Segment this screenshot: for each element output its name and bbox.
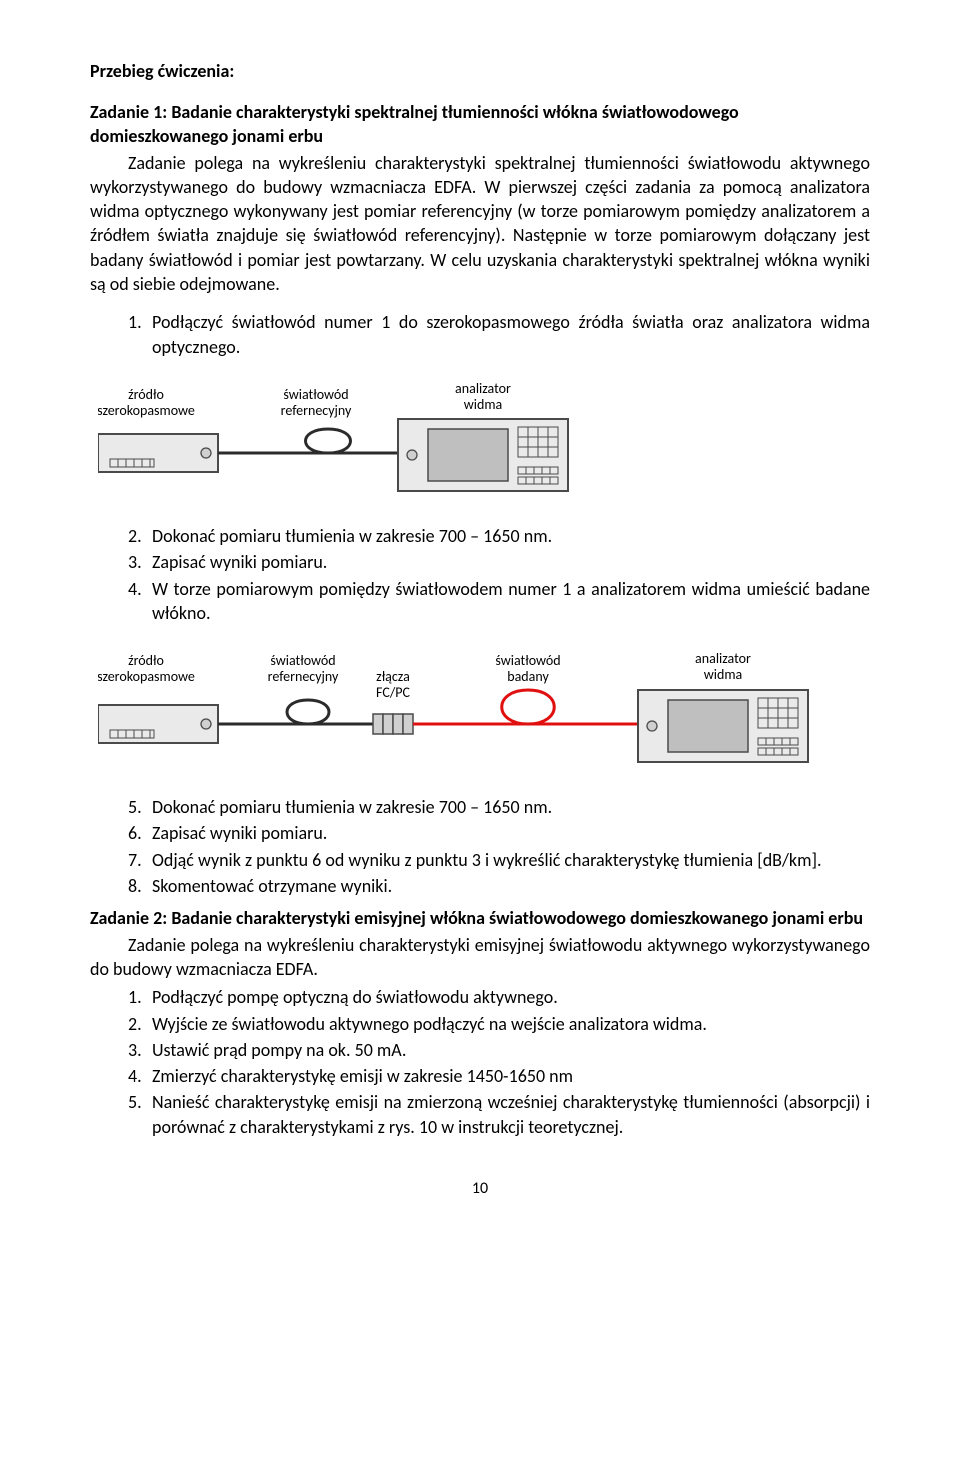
list-item: 6. Zapisać wyniki pomiaru. bbox=[128, 821, 870, 845]
diagram-label: szerokopasmowe bbox=[98, 402, 195, 419]
list-number: 4. bbox=[128, 577, 152, 626]
list-number: 2. bbox=[128, 1012, 152, 1036]
diagram-label: refernecyjny bbox=[268, 668, 339, 685]
diagram-label: szerokopasmowe bbox=[98, 668, 195, 685]
list-number: 1. bbox=[128, 310, 152, 359]
diagram-1-svg: źródło szerokopasmowe światłowód referne… bbox=[98, 379, 608, 499]
list-text: Wyjście ze światłowodu aktywnego podłącz… bbox=[152, 1012, 870, 1036]
diagram-label: widma bbox=[704, 666, 742, 683]
list-text: Dokonać pomiaru tłumienia w zakresie 700… bbox=[152, 524, 870, 548]
diagram-2: źródło szerokopasmowe światłowód referne… bbox=[98, 645, 870, 775]
list-text: Skomentować otrzymane wyniki. bbox=[152, 874, 870, 898]
diagram-label: światłowód bbox=[495, 652, 560, 669]
task2-intro: Zadanie polega na wykreśleniu charaktery… bbox=[90, 933, 870, 982]
task2-steps: 1. Podłączyć pompę optyczną do światłowo… bbox=[90, 985, 870, 1139]
list-number: 4. bbox=[128, 1064, 152, 1088]
diagram-1: źródło szerokopasmowe światłowód referne… bbox=[98, 379, 870, 504]
list-text: Zapisać wyniki pomiaru. bbox=[152, 821, 870, 845]
task1-heading: Zadanie 1: Badanie charakterystyki spekt… bbox=[90, 100, 870, 149]
list-number: 6. bbox=[128, 821, 152, 845]
list-text: W torze pomiarowym pomiędzy światłowodem… bbox=[152, 577, 870, 626]
list-text: Zmierzyć charakterystykę emisji w zakres… bbox=[152, 1064, 870, 1088]
page: Przebieg ćwiczenia: Zadanie 1: Badanie c… bbox=[0, 0, 960, 1238]
list-item: 8. Skomentować otrzymane wyniki. bbox=[128, 874, 870, 898]
list-number: 3. bbox=[128, 1038, 152, 1062]
list-item: 1. Podłączyć pompę optyczną do światłowo… bbox=[128, 985, 870, 1009]
list-text: Zapisać wyniki pomiaru. bbox=[152, 550, 870, 574]
diagram-label: refernecyjny bbox=[281, 402, 352, 419]
task2-heading: Zadanie 2: Badanie charakterystyki emisy… bbox=[90, 906, 870, 930]
task1-steps-2-4: 2. Dokonać pomiaru tłumienia w zakresie … bbox=[90, 524, 870, 625]
list-item: 2. Wyjście ze światłowodu aktywnego podł… bbox=[128, 1012, 870, 1036]
diagram-label: FC/PC bbox=[376, 684, 410, 701]
list-text: Ustawić prąd pompy na ok. 50 mA. bbox=[152, 1038, 870, 1062]
diagram-label: widma bbox=[464, 396, 502, 413]
list-item: 5. Dokonać pomiaru tłumienia w zakresie … bbox=[128, 795, 870, 819]
diagram-label: źródło bbox=[128, 652, 164, 669]
list-number: 8. bbox=[128, 874, 152, 898]
diagram-label: analizator bbox=[695, 650, 751, 667]
list-number: 5. bbox=[128, 795, 152, 819]
list-item: 5. Nanieść charakterystykę emisji na zmi… bbox=[128, 1090, 870, 1139]
diagram-label: światłowód bbox=[270, 652, 335, 669]
diagram-2-svg: źródło szerokopasmowe światłowód referne… bbox=[98, 645, 838, 770]
list-item: 2. Dokonać pomiaru tłumienia w zakresie … bbox=[128, 524, 870, 548]
list-item: 3. Zapisać wyniki pomiaru. bbox=[128, 550, 870, 574]
diagram-label: badany bbox=[507, 668, 549, 685]
diagram-label: złącza bbox=[376, 668, 410, 685]
list-number: 5. bbox=[128, 1090, 152, 1139]
diagram-label: źródło bbox=[128, 386, 164, 403]
list-item: 1. Podłączyć światłowód numer 1 do szero… bbox=[128, 310, 870, 359]
list-text: Odjąć wynik z punktu 6 od wyniku z punkt… bbox=[152, 848, 870, 872]
diagram-label: analizator bbox=[455, 380, 511, 397]
list-text: Podłączyć pompę optyczną do światłowodu … bbox=[152, 985, 870, 1009]
section-heading: Przebieg ćwiczenia: bbox=[90, 60, 870, 82]
list-item: 7. Odjąć wynik z punktu 6 od wyniku z pu… bbox=[128, 848, 870, 872]
task1-step-1: 1. Podłączyć światłowód numer 1 do szero… bbox=[90, 310, 870, 359]
list-number: 1. bbox=[128, 985, 152, 1009]
list-item: 3. Ustawić prąd pompy na ok. 50 mA. bbox=[128, 1038, 870, 1062]
list-number: 2. bbox=[128, 524, 152, 548]
diagram-label: światłowód bbox=[283, 386, 348, 403]
list-text: Dokonać pomiaru tłumienia w zakresie 700… bbox=[152, 795, 870, 819]
task1-intro: Zadanie polega na wykreśleniu charaktery… bbox=[90, 151, 870, 297]
list-number: 7. bbox=[128, 848, 152, 872]
list-number: 3. bbox=[128, 550, 152, 574]
task1-steps-5-8: 5. Dokonać pomiaru tłumienia w zakresie … bbox=[90, 795, 870, 898]
page-number: 10 bbox=[90, 1179, 870, 1198]
list-item: 4. Zmierzyć charakterystykę emisji w zak… bbox=[128, 1064, 870, 1088]
list-text: Nanieść charakterystykę emisji na zmierz… bbox=[152, 1090, 870, 1139]
list-item: 4. W torze pomiarowym pomiędzy światłowo… bbox=[128, 577, 870, 626]
list-text: Podłączyć światłowód numer 1 do szerokop… bbox=[152, 310, 870, 359]
